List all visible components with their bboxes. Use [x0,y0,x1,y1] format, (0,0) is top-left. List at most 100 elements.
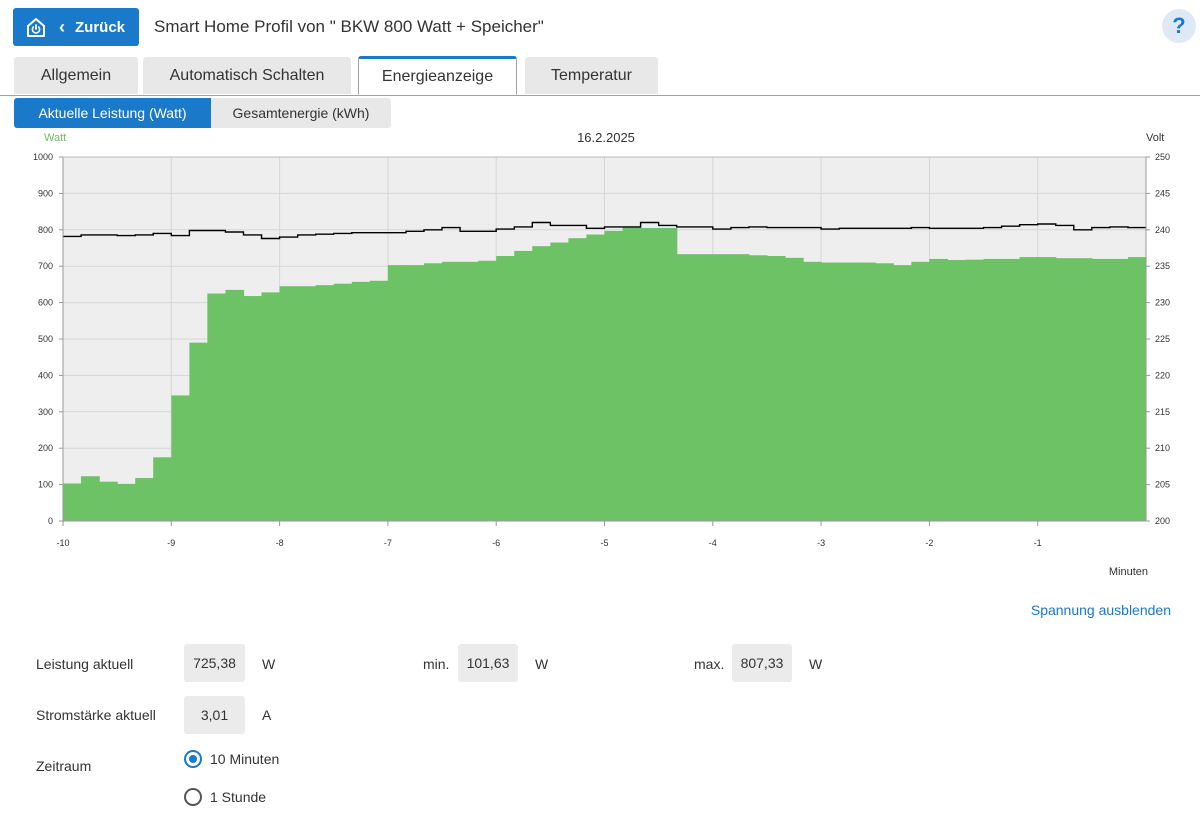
radio-1-stunde[interactable]: 1 Stunde [184,788,266,806]
back-button-label: Zurück [75,18,126,36]
leistung-aktuell-label: Leistung aktuell [36,656,134,672]
watt-bar [911,261,930,521]
help-icon[interactable]: ? [1162,9,1196,43]
watt-bar [369,280,389,521]
watt-bar [423,263,443,521]
y2-tick-label: 215 [1155,407,1170,417]
tab-temperatur[interactable]: Temperatur [525,57,658,94]
radio-10-minuten[interactable]: 10 Minuten [184,750,279,768]
leistung-aktuell-value: 725,38 [184,644,245,682]
watt-bar [1109,258,1129,521]
x-tick-label: -1 [1034,538,1042,548]
subtab-gesamtenergie[interactable]: Gesamtenergie (kWh) [211,98,391,128]
watt-bar [297,286,317,521]
watt-bar [875,263,894,521]
min-value: 101,63 [458,644,518,682]
watt-bar [658,227,678,521]
y2-tick-label: 200 [1155,516,1170,526]
y-tick-label: 400 [38,370,53,380]
watt-bar [730,254,750,522]
watt-bar [207,293,227,521]
x-tick-label: -2 [925,538,933,548]
watt-bar [785,257,804,521]
x-tick-label: -7 [384,538,392,548]
watt-bar [261,292,281,521]
leistung-unit: W [262,656,276,672]
y-tick-label: 600 [38,298,53,308]
watt-bar [947,260,967,521]
y2-tick-label: 230 [1155,298,1170,308]
radio-1-stunde-label: 1 Stunde [210,789,267,805]
chart-title: 16.2.2025 [577,130,635,145]
y-tick-label: 500 [38,334,53,344]
y-tick-label: 700 [38,261,53,271]
watt-bar [153,457,172,521]
y2-tick-label: 245 [1155,188,1170,198]
watt-bar [1127,257,1147,521]
spannung-ausblenden-link[interactable]: Spannung ausblenden [1030,602,1171,618]
y-tick-label: 800 [38,225,53,235]
y2-tick-label: 220 [1155,370,1170,380]
watt-bar [135,478,154,521]
y2-tick-label: 210 [1155,443,1170,453]
tab-energieanzeige[interactable]: Energieanzeige [358,56,517,95]
watt-bar [315,285,335,521]
watt-bar [405,265,425,521]
watt-bar [189,342,209,521]
watt-bar [99,481,118,521]
y2-tick-label: 235 [1155,261,1170,271]
tab-automatisch-schalten[interactable]: Automatisch Schalten [143,57,351,94]
x-tick-label: -4 [709,538,717,548]
watt-bar [243,296,263,521]
y-tick-label: 900 [38,188,53,198]
watt-bar [1001,258,1021,521]
watt-bar [965,259,985,521]
watt-bar [676,254,696,522]
watt-bar [81,476,100,521]
radio-10-minuten-label: 10 Minuten [210,751,280,767]
back-button[interactable]: ‹ Zurück [13,8,139,46]
watt-bar [1091,258,1111,521]
watt-bar [478,260,497,521]
watt-bar [694,254,714,522]
energy-chart: 0 100 200 300 400 500 600 700 800 900 1000 200 205 21… [33,130,1170,578]
watt-bar [748,255,768,521]
max-value: 807,33 [732,644,792,682]
watt-bar [117,483,136,521]
subtab-aktuelle-leistung[interactable]: Aktuelle Leistung (Watt) [14,98,211,128]
volt-line [63,221,1146,240]
y2-tick-label: 250 [1155,152,1170,162]
watt-bar [586,234,606,522]
watt-bar [225,289,245,521]
max-unit: W [809,656,823,672]
y-tick-label: 300 [38,407,53,417]
y-tick-label: 1000 [33,152,53,162]
watt-bar [496,256,515,521]
y2-axis-title: Volt [1146,132,1164,144]
watt-bar [803,261,822,521]
watt-bar [460,261,479,521]
watt-bar [532,246,551,521]
watt-bar [1073,258,1093,521]
watt-bar [604,230,624,521]
watt-bar [351,281,371,521]
x-tick-label: -9 [167,538,175,548]
watt-bar [712,254,732,522]
y2-tick-label: 240 [1155,225,1170,235]
power-home-icon [27,18,45,37]
watt-bar [568,238,588,521]
y-tick-label: 0 [48,516,53,526]
watt-bar [839,262,858,521]
watt-bar [857,262,876,521]
x-tick-label: -3 [817,538,825,548]
watt-bar [640,227,660,521]
stromstaerke-value: 3,01 [184,696,245,734]
x-tick-label: -6 [492,538,500,548]
radio-checked-icon [184,750,202,768]
watt-bar [1019,257,1039,521]
tab-allgemein[interactable]: Allgemein [14,57,138,94]
chevron-left-icon: ‹ [59,17,65,37]
x-axis-title: Minuten [1109,566,1148,578]
min-label: min. [423,656,450,672]
page-title: Smart Home Profil von " BKW 800 Watt + S… [154,17,544,36]
